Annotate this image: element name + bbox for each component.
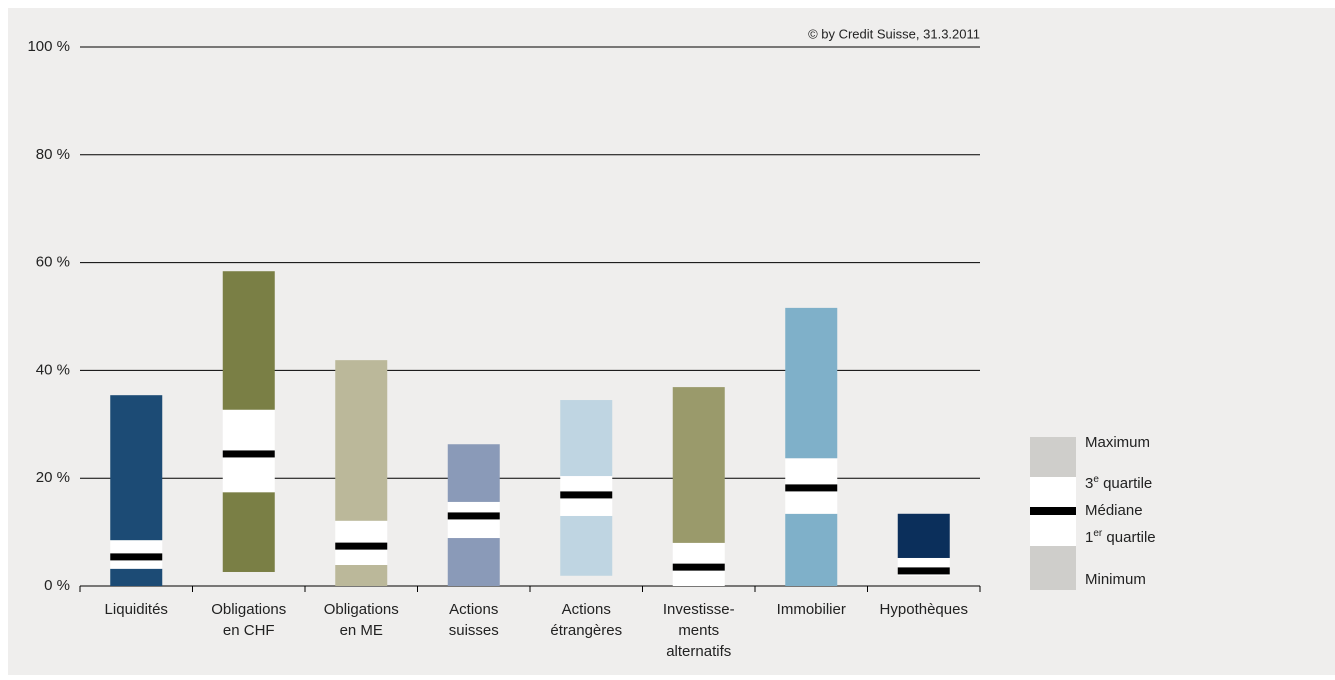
upper-whisker [110,395,163,541]
median [335,542,388,550]
legend-sup: er [1093,528,1103,539]
lower-whisker [447,538,500,586]
y-tick-label: 100 % [27,38,70,55]
legend-suffix: quartile [1102,529,1155,546]
y-tick-label: 0 % [44,577,70,594]
y-tick-label: 80 % [36,146,70,163]
median [222,450,275,458]
x-tick-label: alternatifs [666,643,731,660]
upper-whisker [335,360,388,521]
y-tick-label: 40 % [36,361,70,378]
x-tick-label: suisses [449,622,499,639]
legend-label: Médiane [1085,502,1143,519]
x-tick-label: en ME [340,622,383,639]
legend-text: 3 [1085,475,1093,492]
y-tick-label: 60 % [36,254,70,271]
x-tick-label: Hypothèques [880,601,968,618]
upper-whisker [897,513,950,558]
upper-whisker [447,444,500,502]
lower-whisker [110,568,163,586]
legend-suffix: quartile [1099,475,1152,492]
legend-label: 3e quartile [1085,474,1152,492]
median [110,553,163,561]
legend-max [1030,437,1076,477]
upper-whisker [672,387,725,543]
lower-whisker [785,513,838,586]
x-tick-label: ments [678,622,719,639]
lower-whisker [222,492,275,572]
legend-sup: e [1093,474,1099,485]
upper-whisker [222,271,275,410]
legend-label: 1er quartile [1085,528,1156,546]
median [785,484,838,492]
lower-whisker [335,564,388,586]
y-tick-label: 20 % [36,469,70,486]
x-tick-label: Investisse- [663,601,735,618]
legend-label: Minimum [1085,571,1146,588]
upper-whisker [560,400,613,477]
source: © by Credit Suisse, 31.3.2011 [808,26,980,41]
upper-whisker [785,307,838,459]
x-tick-label: en CHF [223,622,275,639]
median [447,512,500,520]
median [560,491,613,499]
box [447,501,500,539]
legend-label: Maximum [1085,434,1150,451]
legend-text: 1 [1085,529,1093,546]
legend-q1 [1030,515,1076,546]
median [672,563,725,571]
legend-q3 [1030,477,1076,507]
x-tick-label: Actions [562,601,611,618]
x-tick-label: Obligations [324,601,399,618]
legend-key [1030,437,1076,590]
lower-whisker [560,515,613,576]
legend-min [1030,546,1076,590]
median [897,567,950,575]
legend-text: Minimum [1085,571,1146,588]
x-tick-label: étrangères [550,622,622,639]
x-tick-label: Liquidités [105,601,168,618]
legend-text: Médiane [1085,502,1143,519]
legend-median [1030,507,1076,515]
x-tick-label: Actions [449,601,498,618]
x-tick-label: Immobilier [777,601,846,618]
x-tick-label: Obligations [211,601,286,618]
legend-text: Maximum [1085,434,1150,451]
